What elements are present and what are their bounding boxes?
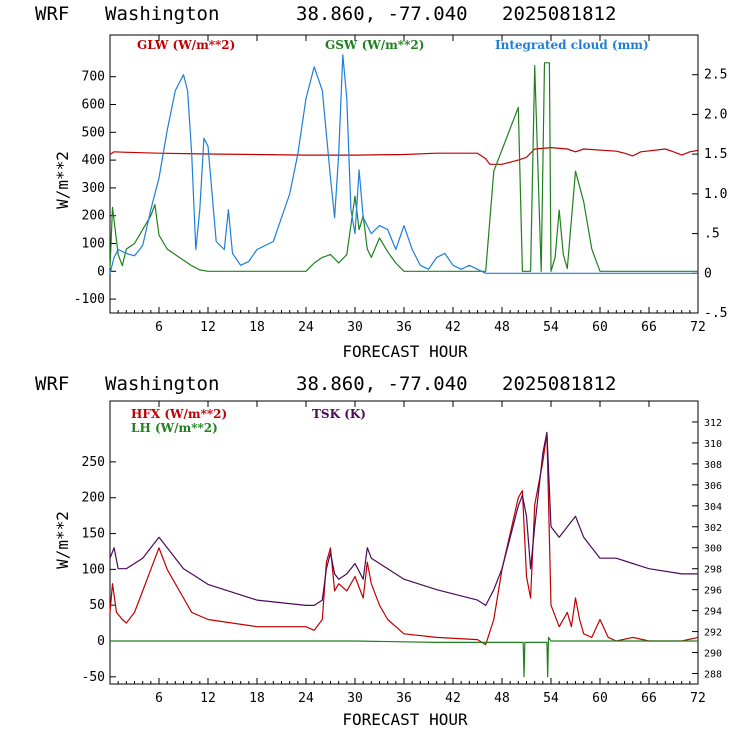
panel2-location-label: Washington <box>105 373 219 395</box>
panel1-y-axis-label: W/m**2 <box>53 151 72 209</box>
series-line-hfx <box>109 432 699 646</box>
y2-tick-label: -.5 <box>704 306 727 321</box>
y2-tick-label: 312 <box>704 418 722 429</box>
y2-tick-label: 308 <box>704 460 722 471</box>
panel2-x-axis: 6 12 18 24 30 36 42 48 54 60 66 72 <box>117 401 706 706</box>
panel1-y-axis-right: -.5 0 .5 1.0 1.5 2.0 2.5 <box>692 68 727 321</box>
y2-tick-label: 2.0 <box>704 107 727 122</box>
panel1-legend-glw: GLW (W/m**2) <box>137 38 235 52</box>
panel1-model-label: WRF <box>35 3 69 25</box>
series-line-tsk <box>109 431 698 606</box>
x-tick-label: 12 <box>200 691 216 706</box>
x-tick-label: 48 <box>494 320 510 335</box>
y2-tick-label: 306 <box>704 481 722 492</box>
y-tick-label: 250 <box>82 455 105 470</box>
y2-tick-label: 290 <box>704 649 722 660</box>
y-tick-label: -50 <box>82 670 105 685</box>
panel2-y-axis-left: -50 0 50 100 150 200 250 <box>82 455 116 685</box>
x-tick-label: 30 <box>347 320 363 335</box>
y-tick-label: 100 <box>82 237 105 252</box>
x-tick-label: 18 <box>249 320 265 335</box>
panel1-init-label: 2025081812 <box>502 3 616 25</box>
y2-tick-label: 300 <box>704 544 722 555</box>
x-tick-label: 72 <box>690 320 706 335</box>
y2-tick-label: 2.5 <box>704 68 727 83</box>
y-tick-label: -100 <box>74 292 105 307</box>
y-tick-label: 150 <box>82 527 105 542</box>
y-tick-label: 200 <box>82 209 105 224</box>
y2-tick-label: 302 <box>704 523 722 534</box>
x-tick-label: 30 <box>347 691 363 706</box>
x-tick-label: 54 <box>543 691 559 706</box>
panel1-coords-label: 38.860, -77.040 <box>296 3 468 25</box>
y-tick-label: 600 <box>82 98 105 113</box>
x-tick-label: 24 <box>298 320 314 335</box>
panel2-legend-tsk: TSK (K) <box>312 407 366 421</box>
panel1-legend-gsw: GSW (W/m**2) <box>325 38 424 52</box>
series-line-gsw <box>109 62 698 272</box>
y2-tick-label: 1.0 <box>704 187 727 202</box>
y2-tick-label: 296 <box>704 586 722 597</box>
panel2-model-label: WRF <box>35 373 69 395</box>
y-tick-label: 100 <box>82 562 105 577</box>
series-line-lh <box>110 636 698 678</box>
x-tick-label: 60 <box>592 320 608 335</box>
x-tick-label: 12 <box>200 320 216 335</box>
y2-tick-label: 292 <box>704 628 722 639</box>
x-tick-label: 54 <box>543 320 559 335</box>
panel1-x-axis: 6 12 18 24 30 36 42 48 54 60 66 72 <box>117 35 706 335</box>
panel2-y-axis-label: W/m**2 <box>53 511 72 569</box>
x-tick-label: 42 <box>445 320 461 335</box>
series-line-glw <box>109 147 699 165</box>
y-tick-label: 400 <box>82 153 105 168</box>
panel2-series-group <box>109 431 699 678</box>
panel1-series-group <box>109 54 699 274</box>
panel-radiation-cloud: WRF Washington 38.860, -77.040 202508181… <box>35 3 727 361</box>
x-tick-label: 42 <box>445 691 461 706</box>
panel2-coords-label: 38.860, -77.040 <box>296 373 468 395</box>
x-tick-label: 36 <box>396 320 412 335</box>
x-tick-label: 6 <box>155 320 163 335</box>
x-tick-label: 66 <box>641 320 657 335</box>
y2-tick-label: 294 <box>704 607 722 618</box>
y2-tick-label: 310 <box>704 439 722 450</box>
x-tick-label: 72 <box>690 691 706 706</box>
y-tick-label: 700 <box>82 70 105 85</box>
x-tick-label: 66 <box>641 691 657 706</box>
panel1-y-axis-left: -100 0 100 200 300 400 500 600 700 <box>74 70 116 307</box>
panel2-legend-lh: LH (W/m**2) <box>131 421 218 435</box>
y-tick-label: 0 <box>97 264 105 279</box>
panel2-y-axis-right: 288 290 292 294 296 298 300 302 304 306 308 310 312 <box>692 418 722 681</box>
y2-tick-label: .5 <box>704 227 720 242</box>
y2-tick-label: 298 <box>704 565 722 576</box>
x-tick-label: 60 <box>592 691 608 706</box>
y2-tick-label: 288 <box>704 670 722 681</box>
panel1-x-axis-label: FORECAST HOUR <box>342 342 468 361</box>
y2-tick-label: 0 <box>704 266 712 281</box>
x-tick-label: 48 <box>494 691 510 706</box>
y-tick-label: 50 <box>89 598 105 613</box>
panel1-location-label: Washington <box>105 3 219 25</box>
panel1-legend-cloud: Integrated cloud (mm) <box>495 38 649 52</box>
x-tick-label: 24 <box>298 691 314 706</box>
panel-heat-flux: WRF Washington 38.860, -77.040 202508181… <box>35 373 722 729</box>
y-tick-label: 0 <box>97 634 105 649</box>
panel2-legend-hfx: HFX (W/m**2) <box>131 407 227 421</box>
x-tick-label: 6 <box>155 691 163 706</box>
series-line-integrated <box>109 54 698 274</box>
y2-tick-label: 304 <box>704 502 722 513</box>
panel2-init-label: 2025081812 <box>502 373 616 395</box>
x-tick-label: 18 <box>249 691 265 706</box>
x-tick-label: 36 <box>396 691 412 706</box>
panel2-x-axis-label: FORECAST HOUR <box>342 710 468 729</box>
y-tick-label: 200 <box>82 491 105 506</box>
y-tick-label: 300 <box>82 181 105 196</box>
y2-tick-label: 1.5 <box>704 147 727 162</box>
y-tick-label: 500 <box>82 125 105 140</box>
